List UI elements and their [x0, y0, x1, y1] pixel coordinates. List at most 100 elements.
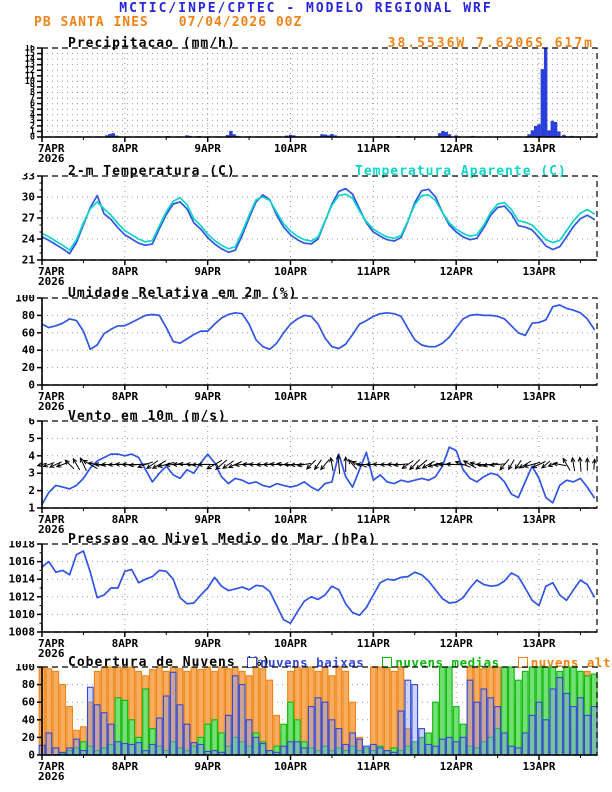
svg-text:1010: 1010 [9, 608, 36, 621]
svg-text:30: 30 [22, 191, 35, 204]
svg-text:0: 0 [30, 133, 35, 143]
legend-altas-label: nuvens altas [530, 655, 612, 670]
svg-text:9: 9 [30, 82, 35, 92]
svg-text:8APR: 8APR [112, 390, 139, 403]
temp-title-row: 2-m Temperatura (C) Temperatura Aparente… [0, 164, 612, 179]
svg-text:13APR: 13APR [522, 142, 555, 155]
station-coordinates: 38.5536W 7.6206S 617m [387, 36, 594, 51]
svg-text:20: 20 [22, 361, 35, 374]
svg-text:7APR: 7APR [38, 390, 65, 403]
svg-text:60: 60 [22, 326, 35, 339]
clouds-panel-title: Cobertura de Nuvens (%) [68, 655, 272, 670]
svg-text:80: 80 [22, 309, 35, 322]
svg-text:12APR: 12APR [440, 637, 473, 650]
svg-text:13APR: 13APR [522, 760, 555, 773]
svg-text:2026: 2026 [38, 152, 65, 165]
svg-text:1012: 1012 [9, 590, 36, 603]
svg-text:2026: 2026 [38, 770, 65, 783]
svg-text:8APR: 8APR [112, 513, 139, 526]
svg-text:40: 40 [22, 344, 35, 357]
svg-text:2: 2 [30, 121, 35, 131]
station-header: PB SANTA INES 07/04/2026 00Z [34, 15, 302, 30]
legend-baixas-label: nuvens baixas [260, 655, 365, 670]
pressure-panel-title: Pressao ao Nivel Medio do Mar (hPa) [68, 532, 377, 547]
svg-text:10APR: 10APR [274, 637, 307, 650]
svg-text:2026: 2026 [38, 523, 65, 536]
svg-text:60: 60 [22, 696, 35, 709]
svg-text:7: 7 [30, 94, 35, 104]
svg-text:7APR: 7APR [38, 760, 65, 773]
svg-text:4: 4 [30, 110, 35, 120]
svg-text:1: 1 [30, 127, 35, 137]
svg-text:8: 8 [30, 88, 35, 98]
svg-text:2026: 2026 [38, 647, 65, 659]
legend-medias-label: nuvens medias [395, 655, 500, 670]
svg-text:5: 5 [28, 432, 35, 445]
svg-text:11APR: 11APR [357, 142, 390, 155]
run-datetime: 07/04/2026 00Z [178, 15, 303, 30]
pressure-title-row: Pressao ao Nivel Medio do Mar (hPa) [0, 532, 612, 547]
svg-text:11APR: 11APR [357, 760, 390, 773]
svg-text:12APR: 12APR [440, 513, 473, 526]
svg-text:9APR: 9APR [194, 142, 221, 155]
svg-text:13APR: 13APR [522, 637, 555, 650]
svg-text:1: 1 [28, 502, 35, 515]
svg-text:12APR: 12APR [440, 142, 473, 155]
svg-text:12APR: 12APR [440, 760, 473, 773]
svg-text:13APR: 13APR [522, 265, 555, 278]
svg-text:12: 12 [25, 66, 35, 76]
svg-text:13APR: 13APR [522, 513, 555, 526]
svg-text:2026: 2026 [38, 400, 65, 413]
svg-text:1016: 1016 [9, 555, 36, 568]
svg-text:0: 0 [28, 379, 35, 392]
svg-text:7APR: 7APR [38, 265, 65, 278]
legend-nuvens-baixas: nuvens baixas [247, 655, 364, 670]
svg-text:9APR: 9APR [194, 513, 221, 526]
legend-nuvens-medias: nuvens medias [382, 655, 499, 670]
svg-text:9APR: 9APR [194, 265, 221, 278]
svg-text:15: 15 [25, 49, 35, 59]
svg-text:80: 80 [22, 678, 35, 691]
svg-text:7APR: 7APR [38, 637, 65, 650]
svg-text:21: 21 [22, 254, 36, 267]
svg-text:8APR: 8APR [112, 637, 139, 650]
svg-text:8APR: 8APR [112, 142, 139, 155]
svg-text:2: 2 [28, 484, 35, 497]
svg-text:8APR: 8APR [112, 265, 139, 278]
svg-text:9APR: 9APR [194, 760, 221, 773]
svg-text:14: 14 [25, 55, 35, 65]
svg-text:1008: 1008 [9, 626, 36, 639]
wind-panel-title: Vento em 10m (m/s) [68, 409, 227, 424]
svg-text:13: 13 [25, 60, 35, 70]
svg-text:100: 100 [15, 664, 35, 674]
svg-text:40: 40 [22, 713, 35, 726]
svg-text:13APR: 13APR [522, 390, 555, 403]
svg-text:11APR: 11APR [357, 637, 390, 650]
station-name: PB SANTA INES [34, 15, 149, 30]
svg-text:0: 0 [28, 749, 35, 762]
svg-text:3: 3 [30, 116, 35, 126]
svg-text:6: 6 [28, 418, 35, 428]
svg-text:33: 33 [22, 173, 35, 183]
svg-text:11APR: 11APR [357, 513, 390, 526]
svg-text:16: 16 [25, 45, 35, 54]
temp-panel-title: 2-m Temperatura (C) [68, 164, 236, 179]
svg-text:12APR: 12APR [440, 390, 473, 403]
svg-text:4: 4 [28, 449, 35, 462]
precip-panel-title: Precipitacao (mm/h) [68, 36, 236, 51]
svg-text:24: 24 [22, 233, 36, 246]
svg-text:10APR: 10APR [274, 513, 307, 526]
rh-title-row: Umidade Relativa em 2m (%) [0, 286, 612, 301]
svg-text:5: 5 [30, 105, 35, 115]
svg-text:3: 3 [28, 467, 35, 480]
svg-text:7APR: 7APR [38, 513, 65, 526]
rh-panel-title: Umidade Relativa em 2m (%) [68, 286, 298, 301]
svg-text:9APR: 9APR [194, 390, 221, 403]
svg-text:10APR: 10APR [274, 760, 307, 773]
svg-text:10APR: 10APR [274, 142, 307, 155]
